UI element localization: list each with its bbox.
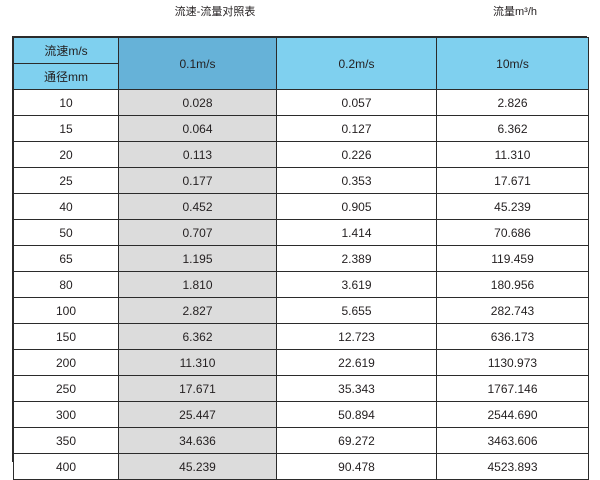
cell-nominal-diameter: 250 (13, 375, 119, 402)
table-row: 10 0.028 0.057 2.826 (13, 89, 589, 116)
cell-flow-at-0.1ms: 0.064 (118, 115, 277, 142)
cell-flow-at-10ms: 4523.893 (436, 453, 589, 480)
cell-nominal-diameter: 400 (13, 453, 119, 480)
cell-flow-at-0.1ms: 2.827 (118, 297, 277, 324)
table-row: 25 0.177 0.353 17.671 (13, 167, 589, 194)
cell-flow-at-0.1ms: 6.362 (118, 323, 277, 350)
cell-flow-at-0.1ms: 0.028 (118, 89, 277, 116)
cell-nominal-diameter: 10 (13, 89, 119, 116)
table-row: 50 0.707 1.414 70.686 (13, 219, 589, 246)
table-row: 80 1.810 3.619 180.956 (13, 271, 589, 298)
cell-flow-at-10ms: 11.310 (436, 141, 589, 168)
table-row: 40 0.452 0.905 45.239 (13, 193, 589, 220)
header-velocity-col-1: 0.1m/s (118, 37, 277, 90)
cell-flow-at-0.1ms: 11.310 (118, 349, 277, 376)
cell-flow-at-0.2ms: 5.655 (276, 297, 437, 324)
table-header-row-bottom: 通径mm (13, 63, 589, 90)
table-row: 150 6.362 12.723 636.173 (13, 323, 589, 350)
cell-flow-at-10ms: 3463.606 (436, 427, 589, 454)
cell-nominal-diameter: 20 (13, 141, 119, 168)
table-row: 100 2.827 5.655 282.743 (13, 297, 589, 324)
cell-flow-at-0.2ms: 2.389 (276, 245, 437, 272)
cell-flow-at-10ms: 70.686 (436, 219, 589, 246)
cell-flow-at-0.2ms: 0.127 (276, 115, 437, 142)
cell-flow-at-10ms: 1130.973 (436, 349, 589, 376)
cell-flow-at-10ms: 282.743 (436, 297, 589, 324)
cell-nominal-diameter: 100 (13, 297, 119, 324)
cell-flow-at-10ms: 1767.146 (436, 375, 589, 402)
cell-flow-at-0.2ms: 3.619 (276, 271, 437, 298)
table-row: 20 0.113 0.226 11.310 (13, 141, 589, 168)
table-row: 65 1.195 2.389 119.459 (13, 245, 589, 272)
cell-flow-at-0.1ms: 0.177 (118, 167, 277, 194)
cell-flow-at-0.1ms: 17.671 (118, 375, 277, 402)
cell-flow-at-0.2ms: 90.478 (276, 453, 437, 480)
cell-nominal-diameter: 350 (13, 427, 119, 454)
caption-row: 流速-流量对照表 流量m³/h (0, 0, 600, 34)
cell-flow-at-10ms: 636.173 (436, 323, 589, 350)
flow-unit-label: 流量m³/h (493, 6, 537, 18)
table-row: 300 25.447 50.894 2544.690 (13, 401, 589, 428)
cell-nominal-diameter: 40 (13, 193, 119, 220)
cell-flow-at-0.2ms: 0.226 (276, 141, 437, 168)
cell-flow-at-0.2ms: 69.272 (276, 427, 437, 454)
cell-flow-at-0.1ms: 0.707 (118, 219, 277, 246)
cell-flow-at-10ms: 119.459 (436, 245, 589, 272)
cell-flow-at-0.1ms: 34.636 (118, 427, 277, 454)
cell-nominal-diameter: 300 (13, 401, 119, 428)
cell-flow-at-0.2ms: 22.619 (276, 349, 437, 376)
cell-flow-at-0.1ms: 45.239 (118, 453, 277, 480)
table-row: 200 11.310 22.619 1130.973 (13, 349, 589, 376)
header-velocity-col-3: 10m/s (436, 37, 589, 90)
cell-flow-at-10ms: 6.362 (436, 115, 589, 142)
cell-flow-at-0.2ms: 50.894 (276, 401, 437, 428)
flow-rate-table: 流速m/s 0.1m/s 0.2m/s 10m/s 通径mm 10 0.028 0.… (13, 37, 589, 480)
cell-flow-at-0.2ms: 1.414 (276, 219, 437, 246)
table-row: 15 0.064 0.127 6.362 (13, 115, 589, 142)
table-row: 250 17.671 35.343 1767.146 (13, 375, 589, 402)
cell-flow-at-10ms: 180.956 (436, 271, 589, 298)
cell-nominal-diameter: 200 (13, 349, 119, 376)
cell-flow-at-0.1ms: 1.195 (118, 245, 277, 272)
header-velocity-col-2: 0.2m/s (276, 37, 437, 90)
cell-flow-at-0.2ms: 35.343 (276, 375, 437, 402)
cell-flow-at-0.2ms: 0.057 (276, 89, 437, 116)
table-row: 400 45.239 90.478 4523.893 (13, 453, 589, 480)
cell-nominal-diameter: 65 (13, 245, 119, 272)
cell-flow-at-10ms: 2544.690 (436, 401, 589, 428)
table-header-row-top: 流速m/s 0.1m/s 0.2m/s 10m/s (13, 37, 589, 90)
cell-nominal-diameter: 15 (13, 115, 119, 142)
cell-flow-at-0.1ms: 0.452 (118, 193, 277, 220)
cell-nominal-diameter: 50 (13, 219, 119, 246)
cell-flow-at-0.2ms: 0.905 (276, 193, 437, 220)
cell-flow-at-0.1ms: 1.810 (118, 271, 277, 298)
cell-flow-at-0.1ms: 25.447 (118, 401, 277, 428)
cell-flow-at-0.1ms: 0.113 (118, 141, 277, 168)
header-diameter-label: 通径mm (13, 63, 119, 90)
cell-flow-at-10ms: 2.826 (436, 89, 589, 116)
cell-nominal-diameter: 150 (13, 323, 119, 350)
cell-nominal-diameter: 80 (13, 271, 119, 298)
header-velocity-label: 流速m/s (13, 37, 119, 64)
cell-flow-at-10ms: 17.671 (436, 167, 589, 194)
chart-title: 流速-流量对照表 (174, 6, 256, 18)
cell-nominal-diameter: 25 (13, 167, 119, 194)
cell-flow-at-0.2ms: 12.723 (276, 323, 437, 350)
cell-flow-at-10ms: 45.239 (436, 193, 589, 220)
table-row: 350 34.636 69.272 3463.606 (13, 427, 589, 454)
flow-rate-table-container: 流速m/s 0.1m/s 0.2m/s 10m/s 通径mm 10 0.028 0.… (12, 36, 589, 480)
cell-flow-at-0.2ms: 0.353 (276, 167, 437, 194)
